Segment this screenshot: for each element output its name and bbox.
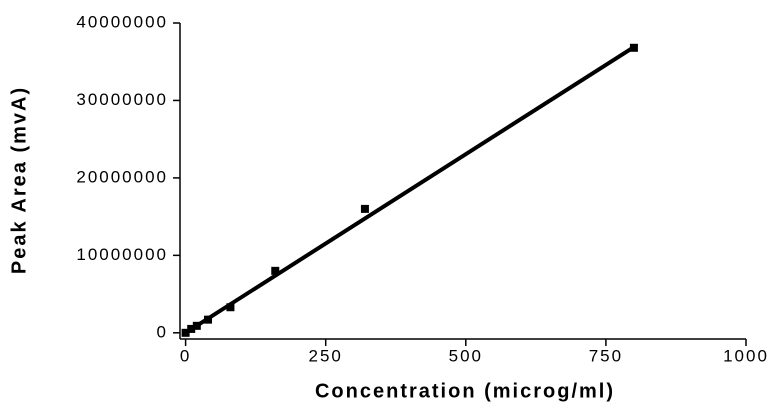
x-tick-label: 1000: [723, 346, 769, 365]
y-tick-label: 40000000: [76, 12, 168, 31]
x-tick-label: 500: [449, 346, 483, 365]
fit-line: [184, 45, 635, 335]
x-axis-title: Concentration (microg/ml): [315, 380, 615, 402]
x-tick-label: 0: [180, 346, 191, 365]
y-tick-label: 20000000: [76, 167, 168, 186]
data-point: [226, 303, 235, 312]
data-point: [271, 266, 280, 275]
y-tick-label: 0: [157, 322, 168, 341]
data-point: [360, 204, 369, 213]
x-tick-label: 250: [309, 346, 343, 365]
y-axis-title: Peak Area (mvA): [8, 86, 30, 274]
y-tick-label: 30000000: [76, 90, 168, 109]
y-tick-label: 10000000: [76, 245, 168, 264]
x-tick-label: 750: [589, 346, 623, 365]
